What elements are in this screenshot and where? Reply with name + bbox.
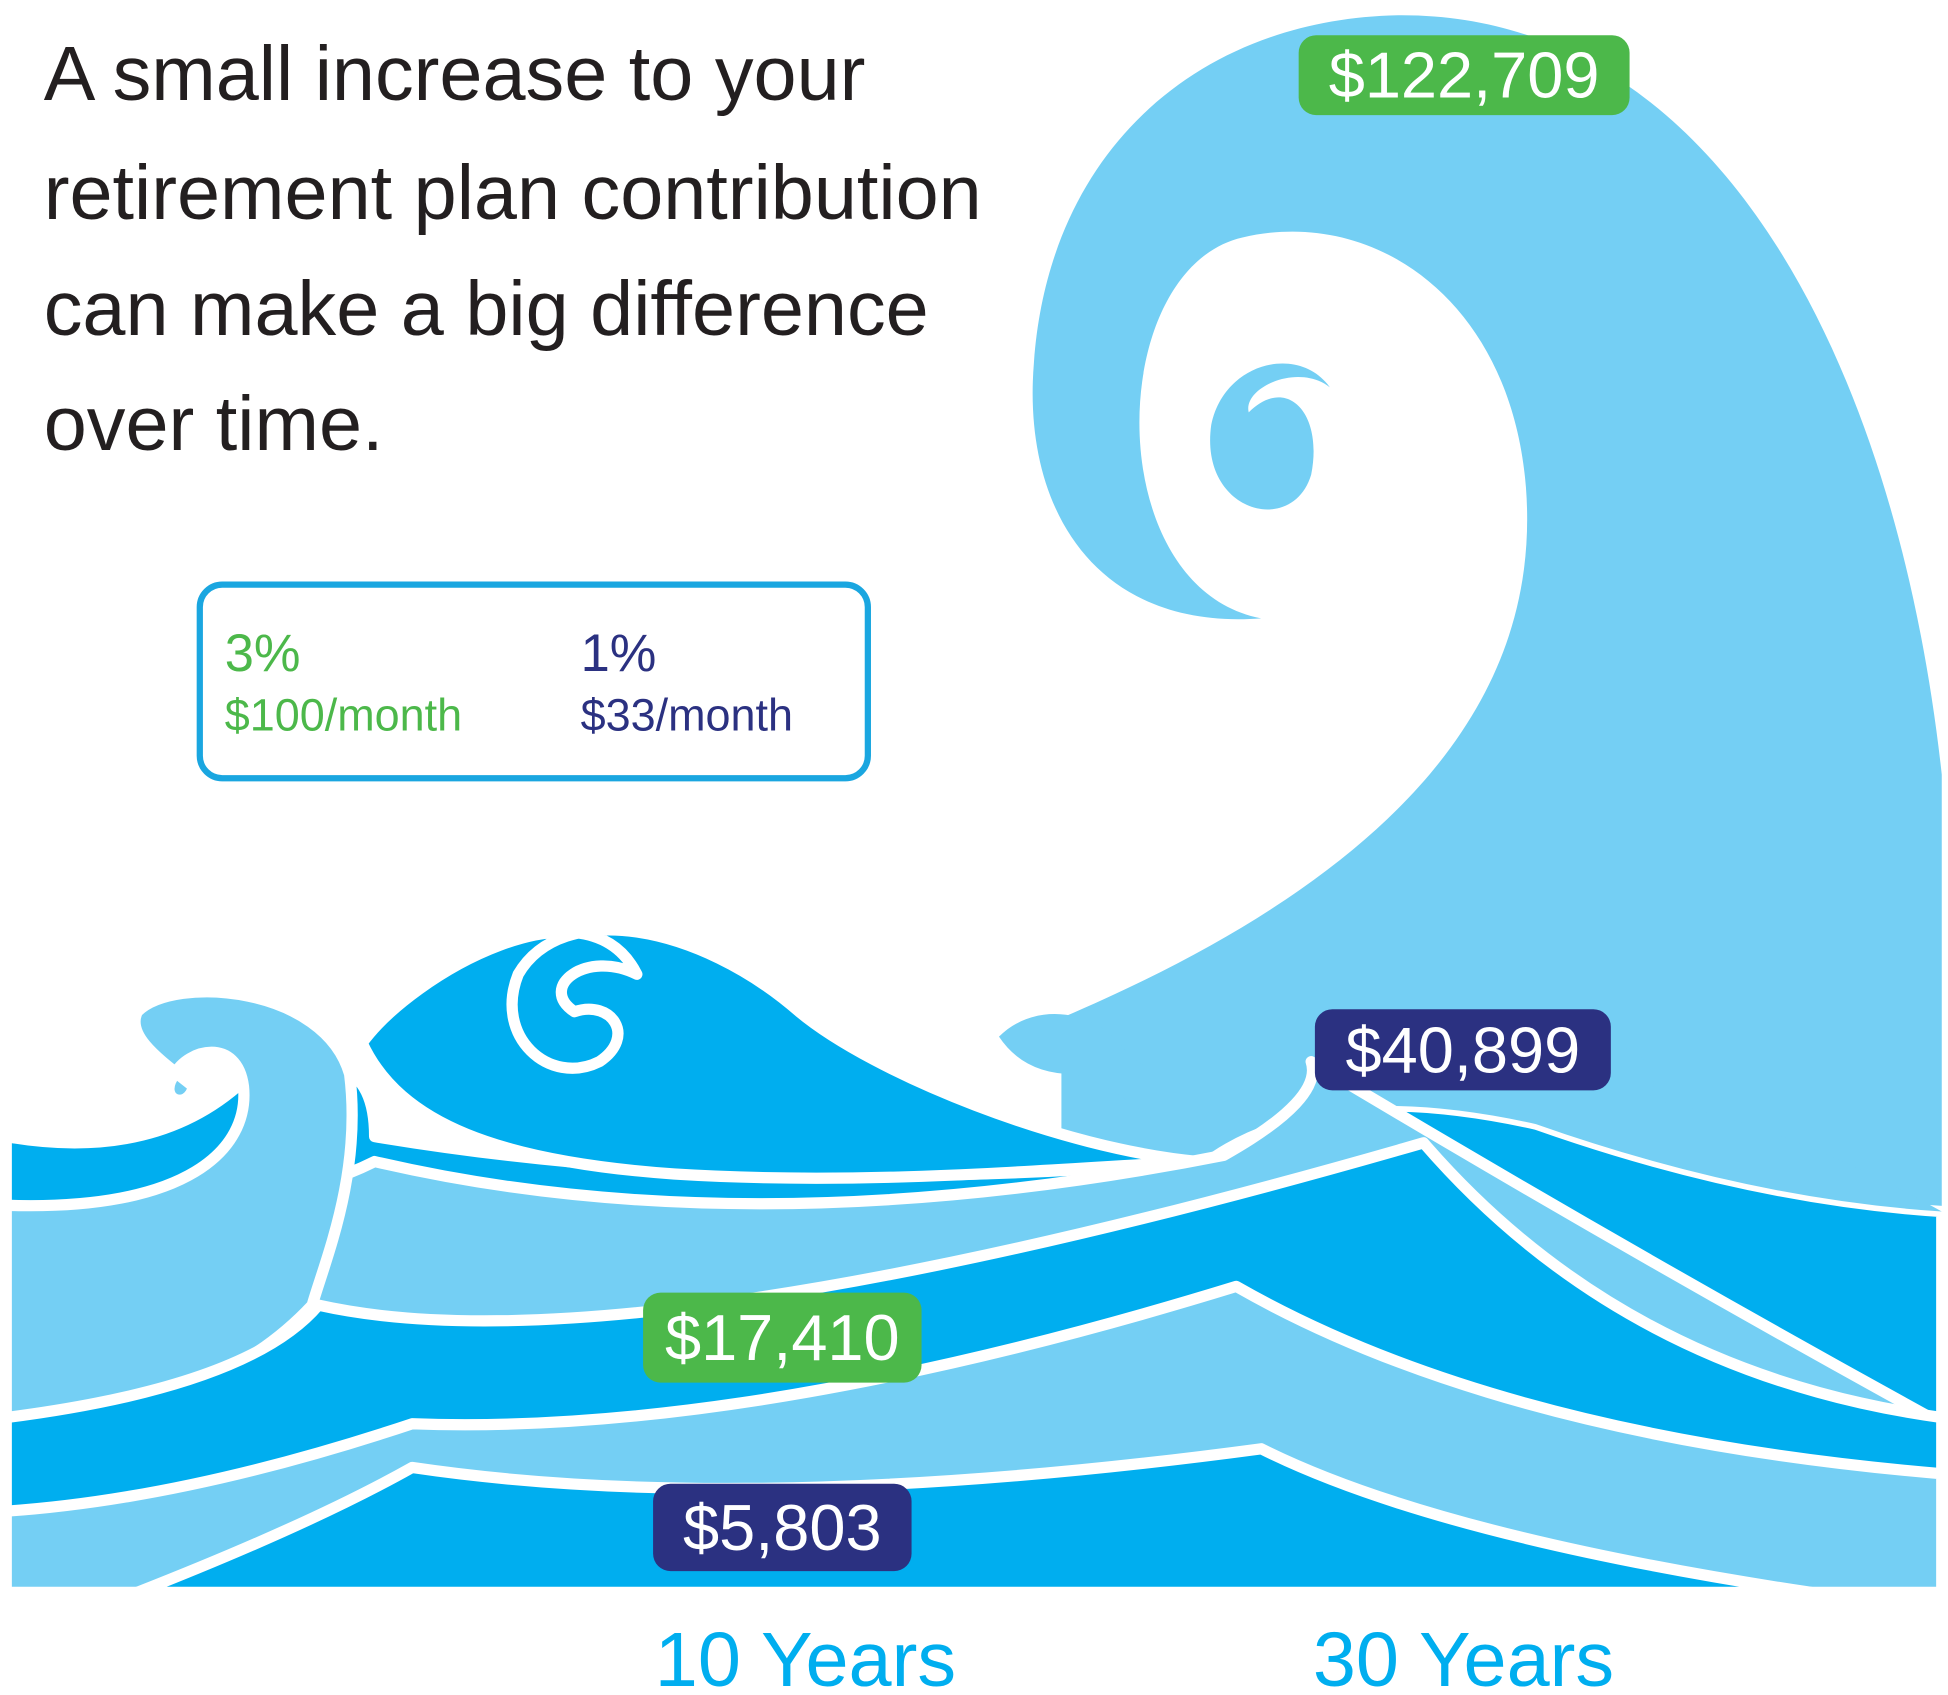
value-label: $122,709	[1329, 39, 1600, 112]
big-curl	[1210, 364, 1330, 510]
value-label: $17,410	[665, 1301, 900, 1374]
headline-line: A small increase to your	[44, 31, 866, 117]
headline-line: can make a big difference	[44, 266, 929, 352]
period-label: 10 Years	[655, 1617, 956, 1695]
legend-amount: $100/month	[225, 690, 462, 741]
value-label: $40,899	[1346, 1013, 1581, 1086]
headline: A small increase to your retirement plan …	[44, 31, 982, 467]
headline-line: retirement plan contribution	[44, 150, 982, 236]
ground	[0, 1589, 1948, 1614]
periods: 10 Years 30 Years	[655, 1617, 1614, 1695]
period-label: 30 Years	[1313, 1617, 1614, 1695]
legend-rate: 1%	[581, 625, 657, 683]
value-label: $5,803	[683, 1491, 882, 1564]
waves	[0, 15, 1948, 1613]
legend-amount: $33/month	[581, 690, 793, 741]
legend-rate: 3%	[225, 625, 301, 683]
infographic: A small increase to your retirement plan …	[0, 0, 1948, 1695]
headline-line: over time.	[44, 381, 384, 467]
